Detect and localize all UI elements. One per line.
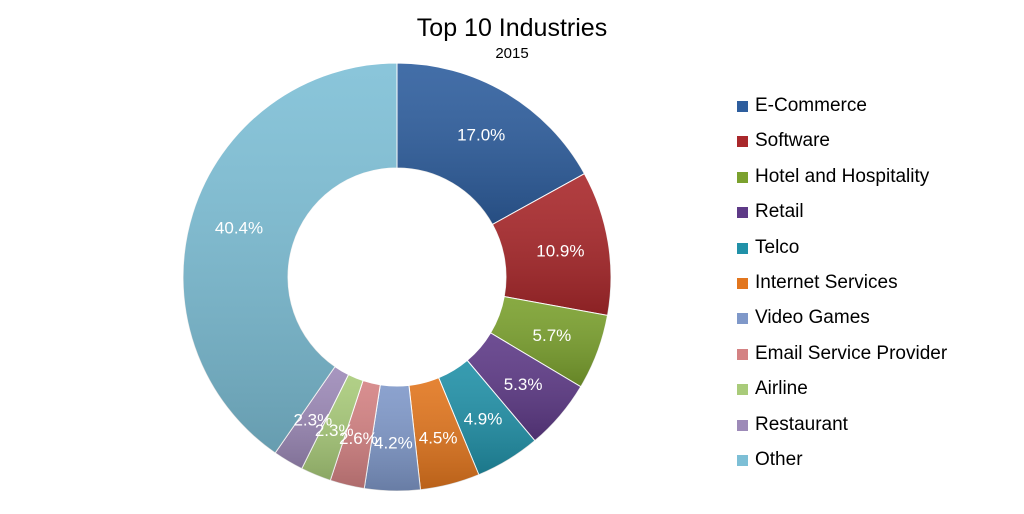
legend-label: Internet Services [755, 271, 898, 293]
legend-label: Email Service Provider [755, 342, 948, 364]
legend-label: Airline [755, 378, 808, 400]
legend-swatch [737, 207, 748, 219]
data-label-video-games: 4.2% [374, 433, 413, 452]
legend-swatch [737, 419, 748, 431]
legend-swatch [737, 171, 748, 183]
data-label-airline: 2.3% [315, 421, 354, 440]
legend-label: Retail [755, 201, 804, 223]
data-label-e-commerce: 17.0% [457, 126, 505, 145]
legend-swatch [737, 277, 748, 289]
legend-label: Restaurant [755, 413, 848, 435]
legend-swatch [737, 136, 748, 148]
data-label-hotel-and-hospitality: 5.7% [533, 326, 572, 345]
legend-label: Telco [755, 236, 800, 258]
legend-label: Other [755, 448, 803, 470]
data-label-telco: 4.9% [464, 409, 503, 428]
data-label-email-service-provider: 2.6% [339, 429, 378, 448]
chart-title: Top 10 Industries [416, 14, 608, 42]
data-label-internet-services: 4.5% [419, 428, 458, 447]
data-label-other: 40.4% [215, 219, 263, 238]
legend-label: E-Commerce [755, 95, 867, 116]
legend-swatch [737, 242, 748, 254]
legend-label: Software [755, 130, 830, 152]
legend-swatch [737, 454, 748, 466]
legend-label: Hotel and Hospitality [755, 165, 930, 187]
legend-swatch [737, 384, 748, 396]
data-label-software: 10.9% [536, 241, 584, 260]
data-label-restaurant: 2.3% [293, 410, 332, 429]
legend-swatch [737, 101, 748, 112]
legend-swatch [737, 313, 748, 325]
data-label-retail: 5.3% [504, 375, 543, 394]
legend-label: Video Games [755, 307, 870, 329]
chart-subtitle: 2015 [495, 45, 529, 62]
legend-swatch [737, 348, 748, 360]
